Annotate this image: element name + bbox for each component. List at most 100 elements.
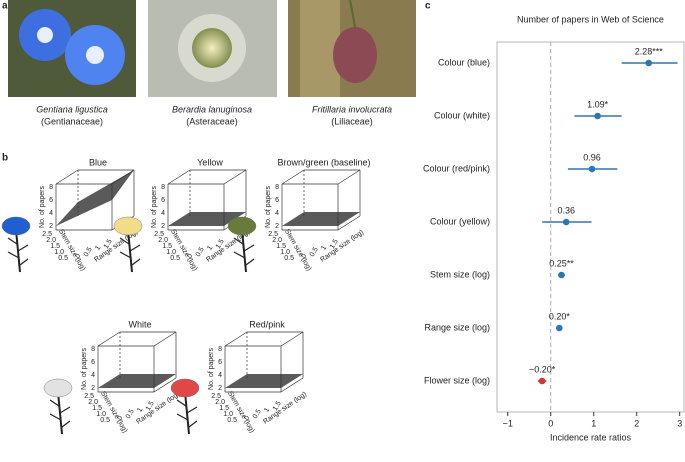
y-tick-label: 2.0 — [215, 399, 225, 406]
box-edge — [223, 169, 247, 185]
box-edge — [224, 331, 248, 347]
x-tick-label: 0 — [548, 418, 553, 428]
z-tick-label: 2 — [161, 223, 165, 230]
box-edge — [111, 169, 135, 185]
z-tick-label: 8 — [161, 184, 165, 191]
leaf — [233, 237, 244, 245]
box-edge — [55, 169, 79, 185]
z-tick-label: 4 — [49, 210, 53, 217]
y-tick-label: 0.5 — [227, 417, 237, 424]
x-tick-label: 0.5 — [252, 408, 263, 420]
y-tick-label: 1.5 — [92, 405, 102, 412]
point — [645, 59, 653, 67]
leaf — [243, 244, 255, 252]
z-axis-label: No. of papers — [151, 185, 158, 228]
plot-title: Red/pink — [249, 319, 285, 329]
category-label: Flower size (log) — [424, 375, 490, 385]
x-tick-label: 0 — [74, 253, 82, 260]
flower-head — [113, 216, 143, 236]
y-tick-label: 1.5 — [276, 243, 286, 250]
leaf — [245, 258, 255, 266]
species-name: Berardia lanuginosa — [172, 104, 252, 114]
category-label: Colour (yellow) — [430, 216, 490, 226]
panel-label: a — [2, 1, 8, 12]
surface — [225, 374, 303, 388]
flower-head — [1, 216, 31, 236]
z-tick-label: 4 — [91, 372, 95, 379]
surface — [168, 212, 246, 226]
value-label: 0.96 — [583, 152, 601, 162]
point — [562, 218, 570, 226]
category-label: Colour (white) — [434, 110, 490, 120]
plot-title: Yellow — [197, 157, 223, 167]
z-tick-label: 2 — [275, 223, 279, 230]
x-tick-label: 1 — [206, 245, 214, 252]
x-tick-label: 1.5 — [145, 400, 156, 412]
z-tick-label: 6 — [218, 359, 222, 366]
x-tick-label: 0 — [116, 415, 124, 422]
x-tick-label: 0.5 — [83, 246, 94, 258]
value-label: −0.20* — [529, 364, 556, 374]
leaf — [131, 258, 141, 266]
x-axis-label: Incidence rate ratios — [550, 432, 632, 442]
box-edge — [337, 215, 361, 231]
category-label: Stem size (log) — [430, 269, 490, 279]
x-tick-label: 1 — [320, 245, 328, 252]
point — [588, 165, 596, 173]
photo — [288, 0, 416, 97]
family-name: (Gentianaceae) — [41, 116, 103, 126]
y-tick-label: 2.0 — [272, 237, 282, 244]
box-edge — [153, 331, 177, 347]
leaf — [233, 251, 246, 259]
z-tick-label: 8 — [49, 184, 53, 191]
leaf — [7, 237, 18, 245]
category-label: Colour (red/pink) — [423, 163, 490, 173]
leaf — [188, 420, 198, 428]
y-tick-label: 1.5 — [219, 405, 229, 412]
z-axis-label: No. of papers — [265, 185, 272, 228]
y-tick-label: 2.0 — [88, 399, 98, 406]
x-tick-label: 1.5 — [272, 400, 283, 412]
z-tick-label: 6 — [161, 197, 165, 204]
x-tick-label: 1.5 — [329, 238, 340, 250]
plot-frame — [496, 41, 685, 413]
z-tick-label: 6 — [49, 197, 53, 204]
panel-label: b — [2, 153, 8, 164]
z-tick-label: 4 — [218, 372, 222, 379]
z-axis-label: No. of papers — [208, 347, 215, 390]
y-tick-label: 1.0 — [96, 411, 106, 418]
z-tick-label: 6 — [275, 197, 279, 204]
value-label: 0.36 — [557, 205, 575, 215]
family-name: (Asteraceae) — [186, 116, 238, 126]
flower-head — [227, 216, 257, 236]
y-tick-label: 0.5 — [284, 255, 294, 262]
box-edge — [337, 169, 361, 185]
y-tick-label: 2.5 — [154, 231, 164, 238]
x-axis-label: Range size (log) — [135, 391, 181, 426]
x-tick-label: 0.5 — [195, 246, 206, 258]
point — [594, 112, 601, 120]
leaf — [17, 244, 29, 252]
flower-head — [170, 378, 200, 398]
y-tick-label: 0.5 — [100, 417, 110, 424]
value-label: 1.09* — [587, 99, 609, 109]
x-tick-label: 1 — [94, 245, 102, 252]
leaf — [119, 251, 132, 259]
z-tick-label: 2 — [218, 385, 222, 392]
x-tick-label: 1.5 — [215, 238, 226, 250]
leaf — [176, 399, 187, 407]
z-tick-label: 2 — [49, 223, 53, 230]
leaf — [49, 399, 60, 407]
y-tick-label: 2.0 — [46, 237, 56, 244]
z-tick-label: 4 — [161, 210, 165, 217]
x-tick-label: 3 — [677, 418, 682, 428]
y-tick-label: 2.5 — [42, 231, 52, 238]
category-label: Range size (log) — [424, 322, 490, 332]
z-tick-label: 4 — [275, 210, 279, 217]
x-tick-label: 1 — [263, 407, 271, 414]
x-tick-label: 0 — [186, 253, 194, 260]
surface — [56, 170, 134, 226]
x-axis-label: Range size (log) — [262, 391, 308, 426]
y-tick-label: 0.5 — [58, 255, 68, 262]
